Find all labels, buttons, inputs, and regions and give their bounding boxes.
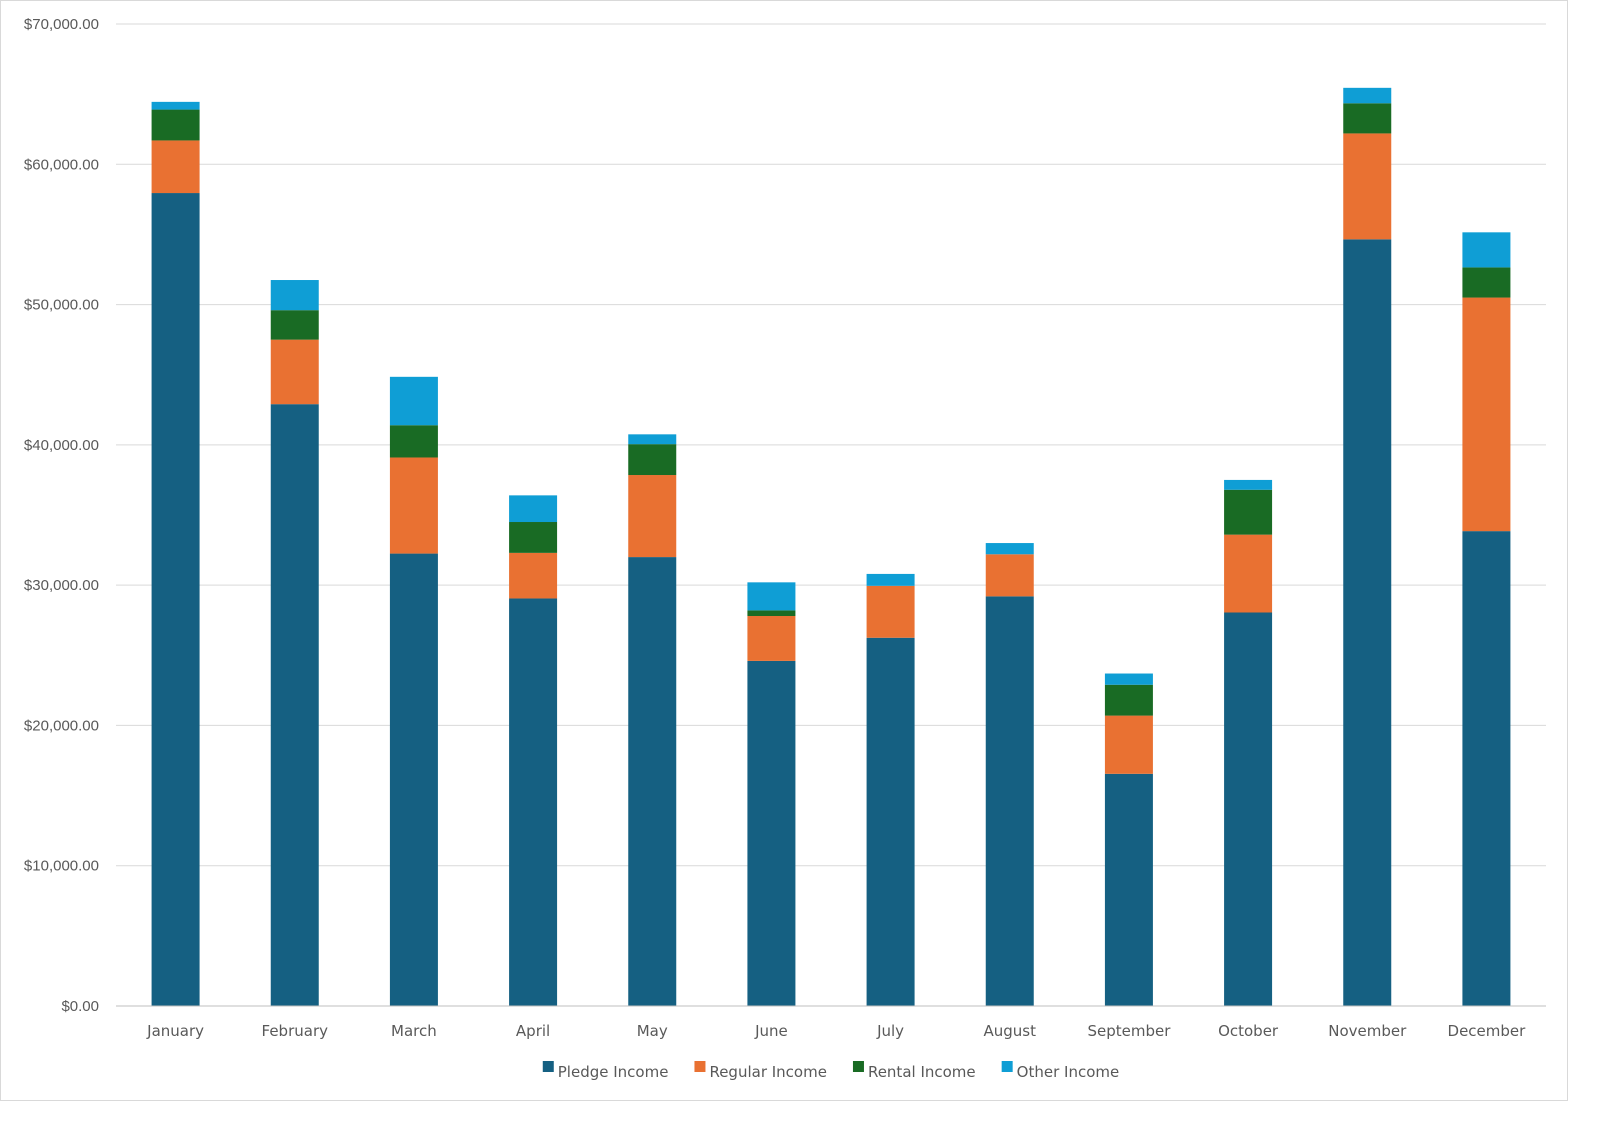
y-tick-label: $60,000.00 xyxy=(24,156,99,173)
bar-segment-other-income-june xyxy=(747,582,796,611)
bar-segment-pledge-income-november xyxy=(1343,239,1392,1007)
bar-segment-rental-income-october xyxy=(1224,489,1273,535)
chart-area: $0.00 $10,000.00 $20,000.00 $30,000.00 $40,0… xyxy=(0,0,1568,1101)
bar-segment-other-income-august xyxy=(985,543,1034,555)
legend-item-pledge-income: Pledge Income xyxy=(542,1061,669,1081)
x-tick-label: September xyxy=(1087,1022,1171,1040)
x-tick-label: March xyxy=(391,1022,437,1040)
x-tick-label: November xyxy=(1328,1022,1407,1040)
bar-segment-other-income-december xyxy=(1462,232,1511,268)
legend-swatch xyxy=(1001,1061,1013,1072)
bar-segment-regular-income-may xyxy=(628,475,677,558)
bar-segment-rental-income-may xyxy=(628,444,677,476)
bar-stack-november xyxy=(1343,87,1392,1007)
y-axis-tick-labels: $0.00 $10,000.00 $20,000.00 $30,000.00 $40,0… xyxy=(24,16,99,1015)
bar-segment-regular-income-march xyxy=(389,457,438,554)
legend-swatch xyxy=(694,1061,706,1072)
bar-segment-other-income-november xyxy=(1343,87,1392,104)
x-tick-label: May xyxy=(637,1022,668,1040)
x-tick-label: December xyxy=(1448,1022,1527,1040)
bar-segment-pledge-income-june xyxy=(747,660,796,1006)
legend-swatch xyxy=(852,1061,864,1072)
bar-segment-regular-income-december xyxy=(1462,297,1511,532)
legend-label: Regular Income xyxy=(709,1063,827,1081)
bar-stack-september xyxy=(1104,673,1153,1006)
y-tick-label: $0.00 xyxy=(61,998,99,1015)
bar-segment-rental-income-june xyxy=(747,610,796,617)
legend-item-rental-income: Rental Income xyxy=(852,1061,976,1081)
bar-segment-pledge-income-july xyxy=(866,637,915,1006)
x-axis-tick-labels: January February March April May June July Augu… xyxy=(146,1022,1526,1040)
bar-stack-april xyxy=(509,495,558,1006)
bar-segment-pledge-income-august xyxy=(985,596,1034,1006)
legend-label: Rental Income xyxy=(868,1063,976,1081)
y-tick-label: $10,000.00 xyxy=(24,858,99,875)
legend-label: Pledge Income xyxy=(558,1063,669,1081)
bar-segment-regular-income-february xyxy=(270,339,319,405)
bar-segment-rental-income-january xyxy=(151,109,200,141)
bar-segment-regular-income-november xyxy=(1343,133,1392,240)
bar-segment-other-income-september xyxy=(1104,673,1153,685)
bar-stack-june xyxy=(747,582,796,1006)
bar-segment-regular-income-july xyxy=(866,585,915,638)
y-tick-label: $70,000.00 xyxy=(24,16,99,33)
bar-segment-other-income-july xyxy=(866,573,915,586)
y-tick-label: $20,000.00 xyxy=(24,717,99,734)
bar-segment-pledge-income-april xyxy=(509,598,558,1006)
bar-stack-august xyxy=(985,543,1034,1006)
x-tick-label: April xyxy=(516,1022,550,1040)
stacked-bar-chart: $0.00 $10,000.00 $20,000.00 $30,000.00 $40,0… xyxy=(24,16,1546,1081)
bar-segment-other-income-january xyxy=(151,101,200,110)
bar-segment-pledge-income-february xyxy=(270,404,319,1006)
legend: Pledge Income Regular Income Rental Income… xyxy=(542,1061,1120,1081)
y-tick-label: $50,000.00 xyxy=(24,297,99,314)
bar-stack-october xyxy=(1224,479,1273,1006)
bar-segment-other-income-october xyxy=(1224,479,1273,490)
bar-segment-pledge-income-march xyxy=(389,553,438,1006)
legend-label: Other Income xyxy=(1017,1063,1120,1081)
bars xyxy=(151,87,1511,1007)
bar-segment-other-income-february xyxy=(270,280,319,311)
x-tick-label: October xyxy=(1218,1022,1279,1040)
legend-swatch xyxy=(542,1061,554,1072)
legend-item-other-income: Other Income xyxy=(1001,1061,1120,1081)
bar-stack-may xyxy=(628,434,677,1006)
bar-segment-pledge-income-january xyxy=(151,193,200,1006)
bar-segment-rental-income-april xyxy=(509,522,558,553)
bar-segment-rental-income-december xyxy=(1462,267,1511,298)
bar-segment-other-income-may xyxy=(628,434,677,445)
bar-stack-january xyxy=(151,101,200,1006)
bar-segment-regular-income-october xyxy=(1224,534,1273,613)
bar-segment-rental-income-november xyxy=(1343,103,1392,134)
x-tick-label: June xyxy=(754,1022,788,1040)
bar-segment-regular-income-august xyxy=(985,554,1034,597)
bar-segment-pledge-income-september xyxy=(1104,773,1153,1006)
bar-segment-other-income-april xyxy=(509,495,558,523)
bar-segment-regular-income-january xyxy=(151,140,200,194)
bar-stack-december xyxy=(1462,232,1511,1006)
bar-segment-pledge-income-may xyxy=(628,557,677,1006)
bar-segment-pledge-income-october xyxy=(1224,612,1273,1006)
bar-stack-july xyxy=(866,573,915,1006)
gridlines xyxy=(116,23,1546,867)
x-tick-label: January xyxy=(146,1022,204,1040)
bar-segment-rental-income-march xyxy=(389,425,438,458)
bar-segment-regular-income-september xyxy=(1104,715,1153,774)
bar-segment-regular-income-april xyxy=(509,552,558,599)
bar-segment-other-income-march xyxy=(389,376,438,426)
y-tick-label: $40,000.00 xyxy=(24,437,99,454)
bar-stack-march xyxy=(389,376,438,1006)
x-tick-label: August xyxy=(984,1022,1037,1040)
x-tick-label: July xyxy=(876,1022,904,1040)
x-tick-label: February xyxy=(262,1022,329,1040)
bar-segment-rental-income-february xyxy=(270,310,319,340)
bar-segment-regular-income-june xyxy=(747,616,796,661)
legend-item-regular-income: Regular Income xyxy=(694,1061,827,1081)
bar-segment-rental-income-september xyxy=(1104,684,1153,716)
bar-stack-february xyxy=(270,280,319,1006)
y-tick-label: $30,000.00 xyxy=(24,577,99,594)
bar-segment-pledge-income-december xyxy=(1462,531,1511,1006)
